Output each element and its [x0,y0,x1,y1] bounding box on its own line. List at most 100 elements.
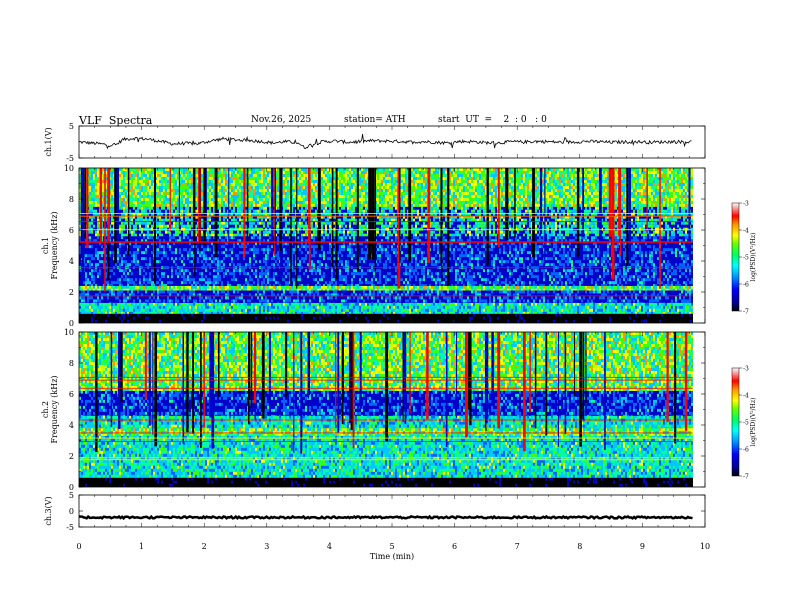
spectrogram-cell [159,296,161,299]
spectrogram-cell [301,289,303,291]
spectrogram-cell [651,236,653,239]
spectrogram-cell [653,317,655,320]
spectrogram-cell [189,236,191,239]
spectrogram-cell [513,289,515,291]
spectrogram-cell [317,286,319,289]
spectrogram-cell [185,320,187,323]
spectrogram-cell [425,303,427,306]
spectrogram-cell [189,303,191,306]
spectrogram-cell [83,299,85,302]
spectrogram-cell [689,290,691,293]
spectrogram-cell [81,296,83,299]
spectrogram-cell [179,312,181,314]
spectrogram-cell [511,296,513,299]
spectrogram-cell [497,317,499,320]
spectrogram-cell [545,306,547,309]
spectrogram-cell [267,286,269,289]
spectrogram-cell [437,286,439,289]
spectrogram-cell [135,289,137,291]
spectrogram-cell [83,290,85,293]
spectrogram-cell [599,299,601,302]
spectrogram-cell [377,320,379,323]
spectrogram-cell [271,303,273,306]
spectrogram-cell [103,303,105,306]
spectrogram-cell [195,320,197,323]
spectrogram-cell [433,312,435,314]
spectrogram-cell [143,317,145,320]
spectrogram-cell [673,289,675,291]
spectrogram-cell [377,303,379,306]
spectrogram-cell [399,299,401,302]
spectrogram-cell [265,309,267,312]
spectrogram-cell [287,289,289,291]
spectrogram-cell [365,286,367,289]
spectrogram-cell [513,290,515,293]
spectrogram-cell [655,299,657,302]
spectrogram-cell [609,320,611,323]
spectrogram-cell [647,236,649,239]
spectrogram-cell [333,306,335,309]
spectrogram-cell [273,286,275,289]
spectrogram-cell [553,289,555,291]
spectrogram-cell [529,303,531,306]
spectrogram-cell [599,314,601,317]
spectrogram-cell [389,320,391,323]
spectrogram-cell [345,314,347,317]
spectrogram-cell [237,306,239,309]
spectrogram-cell [557,317,559,320]
spectrogram-cell [631,314,633,317]
spectrogram-cell [219,290,221,293]
spectrogram-cell [641,314,643,317]
spectrogram-cell [129,320,131,323]
spectrogram-cell [107,290,109,293]
spectrogram-cell [561,296,563,299]
spectrogram-cell [651,299,653,302]
spectrogram-cell [361,303,363,306]
spectrogram-cell [585,314,587,317]
spectrogram-cell [321,317,323,320]
spectrogram-cell [597,320,599,323]
spectrogram-cell [405,317,407,320]
spectrogram-cell [253,317,255,320]
spectrogram-cell [609,312,611,314]
spectrogram-cell [117,286,119,289]
spectrogram-cell [381,296,383,299]
spectrogram-cell [285,236,287,239]
spectrogram-cell [263,296,265,299]
spectrogram-cell [231,309,233,312]
spectrogram-cell [415,303,417,306]
spectrogram-cell [89,296,91,299]
spectrogram-cell [563,290,565,293]
spectrogram-cell [223,303,225,306]
spectrogram-cell [349,290,351,293]
spectrogram-cell [507,309,509,312]
spectrogram-cell [491,236,493,239]
spectrogram-cell [597,290,599,293]
spectrogram-cell [255,236,257,239]
spectrogram-cell [117,290,119,293]
spectrogram-cell [227,306,229,309]
spectrogram-cell [269,236,271,239]
spectrogram-cell [599,306,601,309]
spectrogram-cell [609,296,611,299]
spectrogram-cell [119,290,121,293]
spectrogram-cell [615,303,617,306]
spectrogram-cell [83,312,85,314]
spectrogram-cell [327,309,329,312]
spectrogram-cell [91,296,93,299]
spectrogram-cell [249,309,251,312]
spectrogram-cell [625,306,627,309]
spectrogram-cell [357,309,359,312]
spectrogram-cell [195,312,197,314]
spectrogram-cell [485,312,487,314]
spectrogram-cell [599,320,601,323]
spectrogram-cell [643,317,645,320]
spectrogram-cell [227,290,229,293]
spectrogram-cell [299,296,301,299]
spectrogram-cell [667,296,669,299]
spectrogram-cell [165,303,167,306]
spectrogram-cell [643,290,645,293]
spectrogram-cell [607,286,609,289]
spectrogram-cell [519,286,521,289]
spectrogram-cell [193,314,195,317]
